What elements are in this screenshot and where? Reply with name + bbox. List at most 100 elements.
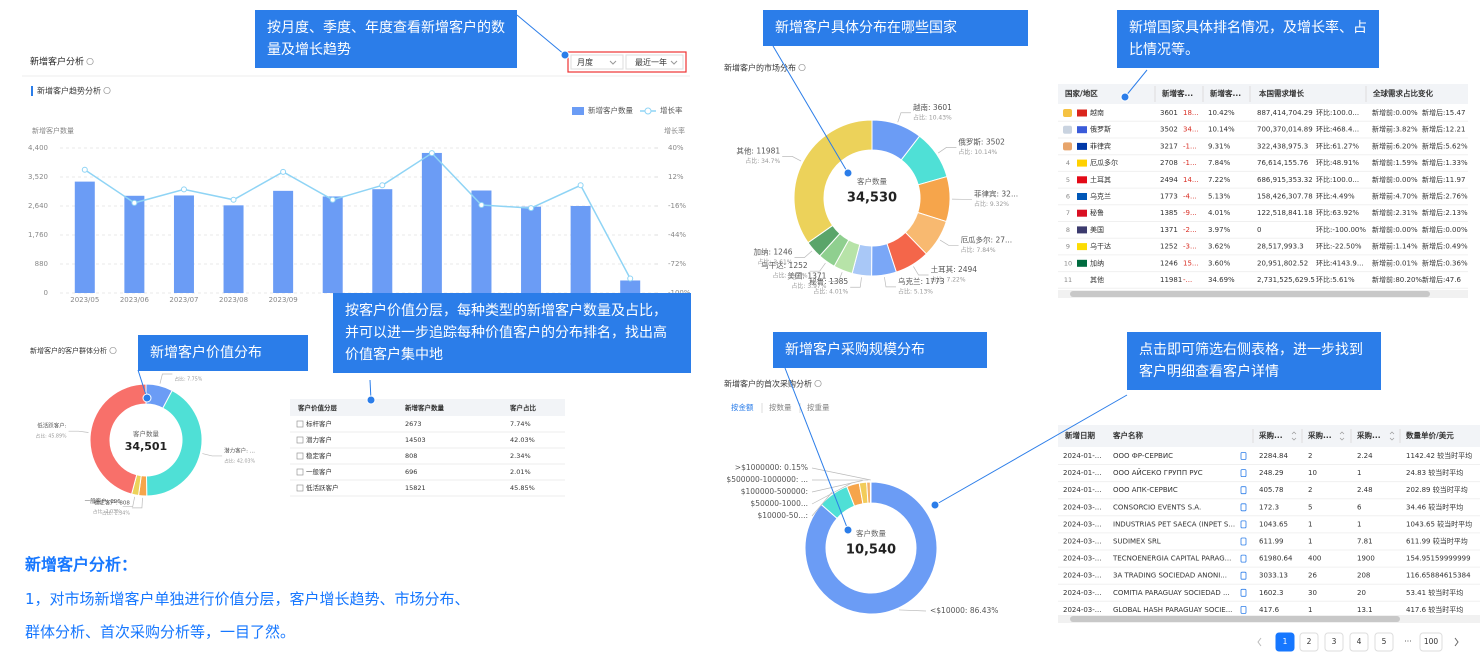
leader-line — [811, 480, 863, 493]
cell: 环比:63.92% — [1316, 208, 1359, 217]
page-number[interactable]: 1 — [1283, 637, 1288, 646]
bar — [124, 195, 145, 293]
page-button[interactable] — [1374, 632, 1394, 652]
segment-share: 占比: 9.32% — [974, 200, 1009, 208]
rank: 9 — [1066, 243, 1070, 251]
chevron — [609, 60, 617, 65]
cell: 新增前:4.70% — [1372, 192, 1418, 201]
page-button[interactable] — [1275, 632, 1295, 652]
callout-dot — [1120, 92, 1130, 102]
detail-icon — [1240, 571, 1247, 580]
cell: ООО АЙСЕКО ГРУПП РУС — [1113, 468, 1203, 477]
page-button[interactable] — [1419, 632, 1443, 652]
page-number[interactable]: 5 — [1382, 637, 1387, 646]
cell: 11981 — [1160, 276, 1182, 284]
cell: -1... — [1183, 142, 1197, 150]
line-point — [478, 201, 485, 208]
cell: 2024-03-... — [1063, 555, 1101, 563]
page-number[interactable]: 3 — [1332, 637, 1337, 646]
cell: 1602.3 — [1259, 589, 1284, 597]
rank: 4 — [1066, 159, 1070, 167]
page-button[interactable] — [1324, 632, 1344, 652]
page-prev[interactable] — [1257, 637, 1262, 647]
header-cell: 采购... — [1307, 430, 1332, 440]
segment-label: 土耳其: 2494 — [931, 264, 978, 274]
cell: 3601 — [1160, 109, 1178, 117]
callout-line — [934, 394, 1128, 506]
header-cell: 新增日期 — [1065, 430, 1095, 440]
leader-line — [809, 262, 826, 272]
page-number[interactable]: 2 — [1307, 637, 1312, 646]
line-point — [329, 196, 336, 203]
cell: 3033.13 — [1259, 572, 1288, 580]
cell: 2494 — [1160, 176, 1178, 184]
segment-label: 稳定客户: 808 — [94, 498, 131, 506]
page-button[interactable] — [1349, 632, 1369, 652]
flag — [1077, 243, 1087, 251]
chevron — [670, 60, 678, 65]
cell: 24.83 较当时平均 — [1406, 468, 1463, 477]
cell: 新增后:0.49% — [1422, 242, 1468, 251]
filter-select — [625, 54, 684, 70]
callout-dot — [366, 395, 376, 405]
detail-icon — [1240, 503, 1247, 512]
cell: 秘鲁 — [1090, 208, 1104, 217]
callout-line — [1124, 69, 1148, 98]
label: 客户数量 — [857, 176, 887, 186]
callout-line — [137, 369, 148, 399]
info-icon — [814, 379, 822, 388]
leader-line — [131, 497, 143, 509]
cell: 新增后:2.13% — [1422, 208, 1468, 217]
cell: 新增后:12.21 — [1422, 125, 1465, 134]
donut-segment — [793, 119, 873, 244]
page-number[interactable]: ··· — [1404, 637, 1411, 646]
page-number[interactable]: 100 — [1424, 637, 1439, 646]
cell: 53.41 较当时平均 — [1406, 588, 1463, 597]
info-icon — [86, 57, 94, 66]
rank-medal — [1063, 109, 1072, 117]
bar — [421, 152, 442, 293]
cell: 1900 — [1357, 555, 1375, 563]
cell: 154.95159999999 — [1406, 555, 1471, 563]
callout: 新增国家具体排名情况，及增长率、占比情况等。 — [1117, 10, 1379, 68]
leader-line — [811, 467, 871, 481]
cell: -... — [1183, 276, 1192, 284]
callout: 按月度、季度、年度查看新增客户的数量及增长趋势 — [255, 10, 517, 68]
cell: 越南 — [1090, 108, 1104, 117]
cell: 环比:-22.50% — [1316, 242, 1362, 251]
rank: 5 — [1066, 176, 1070, 184]
rank: 11 — [1064, 276, 1072, 284]
cell: 2.01% — [510, 468, 531, 476]
cell: -4... — [1183, 193, 1197, 201]
bar — [223, 205, 244, 293]
cell: 322,438,975.3 — [1257, 142, 1308, 150]
bar — [570, 206, 591, 293]
leader-line — [897, 112, 911, 123]
leader-line — [811, 492, 833, 517]
cell: 2673 — [405, 420, 422, 428]
cell: 2.48 — [1357, 486, 1373, 494]
cell: 新增后:11.97 — [1422, 175, 1465, 184]
cell: 2708 — [1160, 159, 1178, 167]
page-button[interactable] — [1299, 632, 1319, 652]
detail-icon — [1240, 486, 1247, 495]
segment-share: 占比: 4.01% — [813, 288, 848, 296]
expand-icon — [296, 484, 304, 492]
tab: 按重量 — [807, 402, 830, 412]
page-next[interactable] — [1454, 637, 1459, 647]
y2-tick-label: -16% — [668, 202, 686, 210]
cell: 3A TRADING SOCIEDAD ANONI... — [1113, 572, 1227, 580]
expand-icon — [296, 420, 304, 428]
callout: 按客户价值分层，每种类型的新增客户数量及占比，并可以进一步追踪每种价值客户的分布… — [333, 293, 691, 373]
segment-share: 占比: 7.84% — [961, 246, 996, 254]
segment-label: >$1000000: 0.15% — [735, 463, 808, 472]
cell: 新增前:1.59% — [1372, 158, 1418, 167]
cell: 10.14% — [1208, 126, 1235, 134]
page-number[interactable]: 4 — [1357, 637, 1362, 646]
summary-line: 1，对市场新增客户单独进行价值分层，客户增长趋势、市场分布、 — [25, 590, 470, 608]
cell: 2 — [1308, 452, 1312, 460]
cell: 新增前:3.82% — [1372, 125, 1418, 134]
leader-line — [850, 277, 862, 288]
flag — [1077, 126, 1087, 134]
cell: 5.13% — [1208, 193, 1231, 201]
